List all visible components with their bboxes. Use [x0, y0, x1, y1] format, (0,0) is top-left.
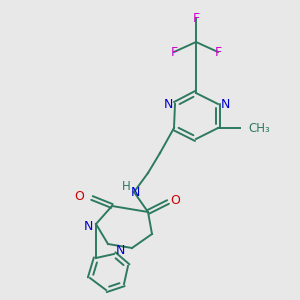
Text: N: N — [130, 187, 140, 200]
Text: N: N — [163, 98, 173, 110]
Text: H: H — [122, 179, 130, 193]
Text: F: F — [214, 46, 222, 59]
Text: CH₃: CH₃ — [248, 122, 270, 134]
Text: F: F — [192, 11, 200, 25]
Text: N: N — [220, 98, 230, 110]
Text: O: O — [74, 190, 84, 202]
Text: N: N — [83, 220, 93, 232]
Text: O: O — [170, 194, 180, 208]
Text: N: N — [115, 244, 125, 256]
Text: F: F — [170, 46, 178, 59]
